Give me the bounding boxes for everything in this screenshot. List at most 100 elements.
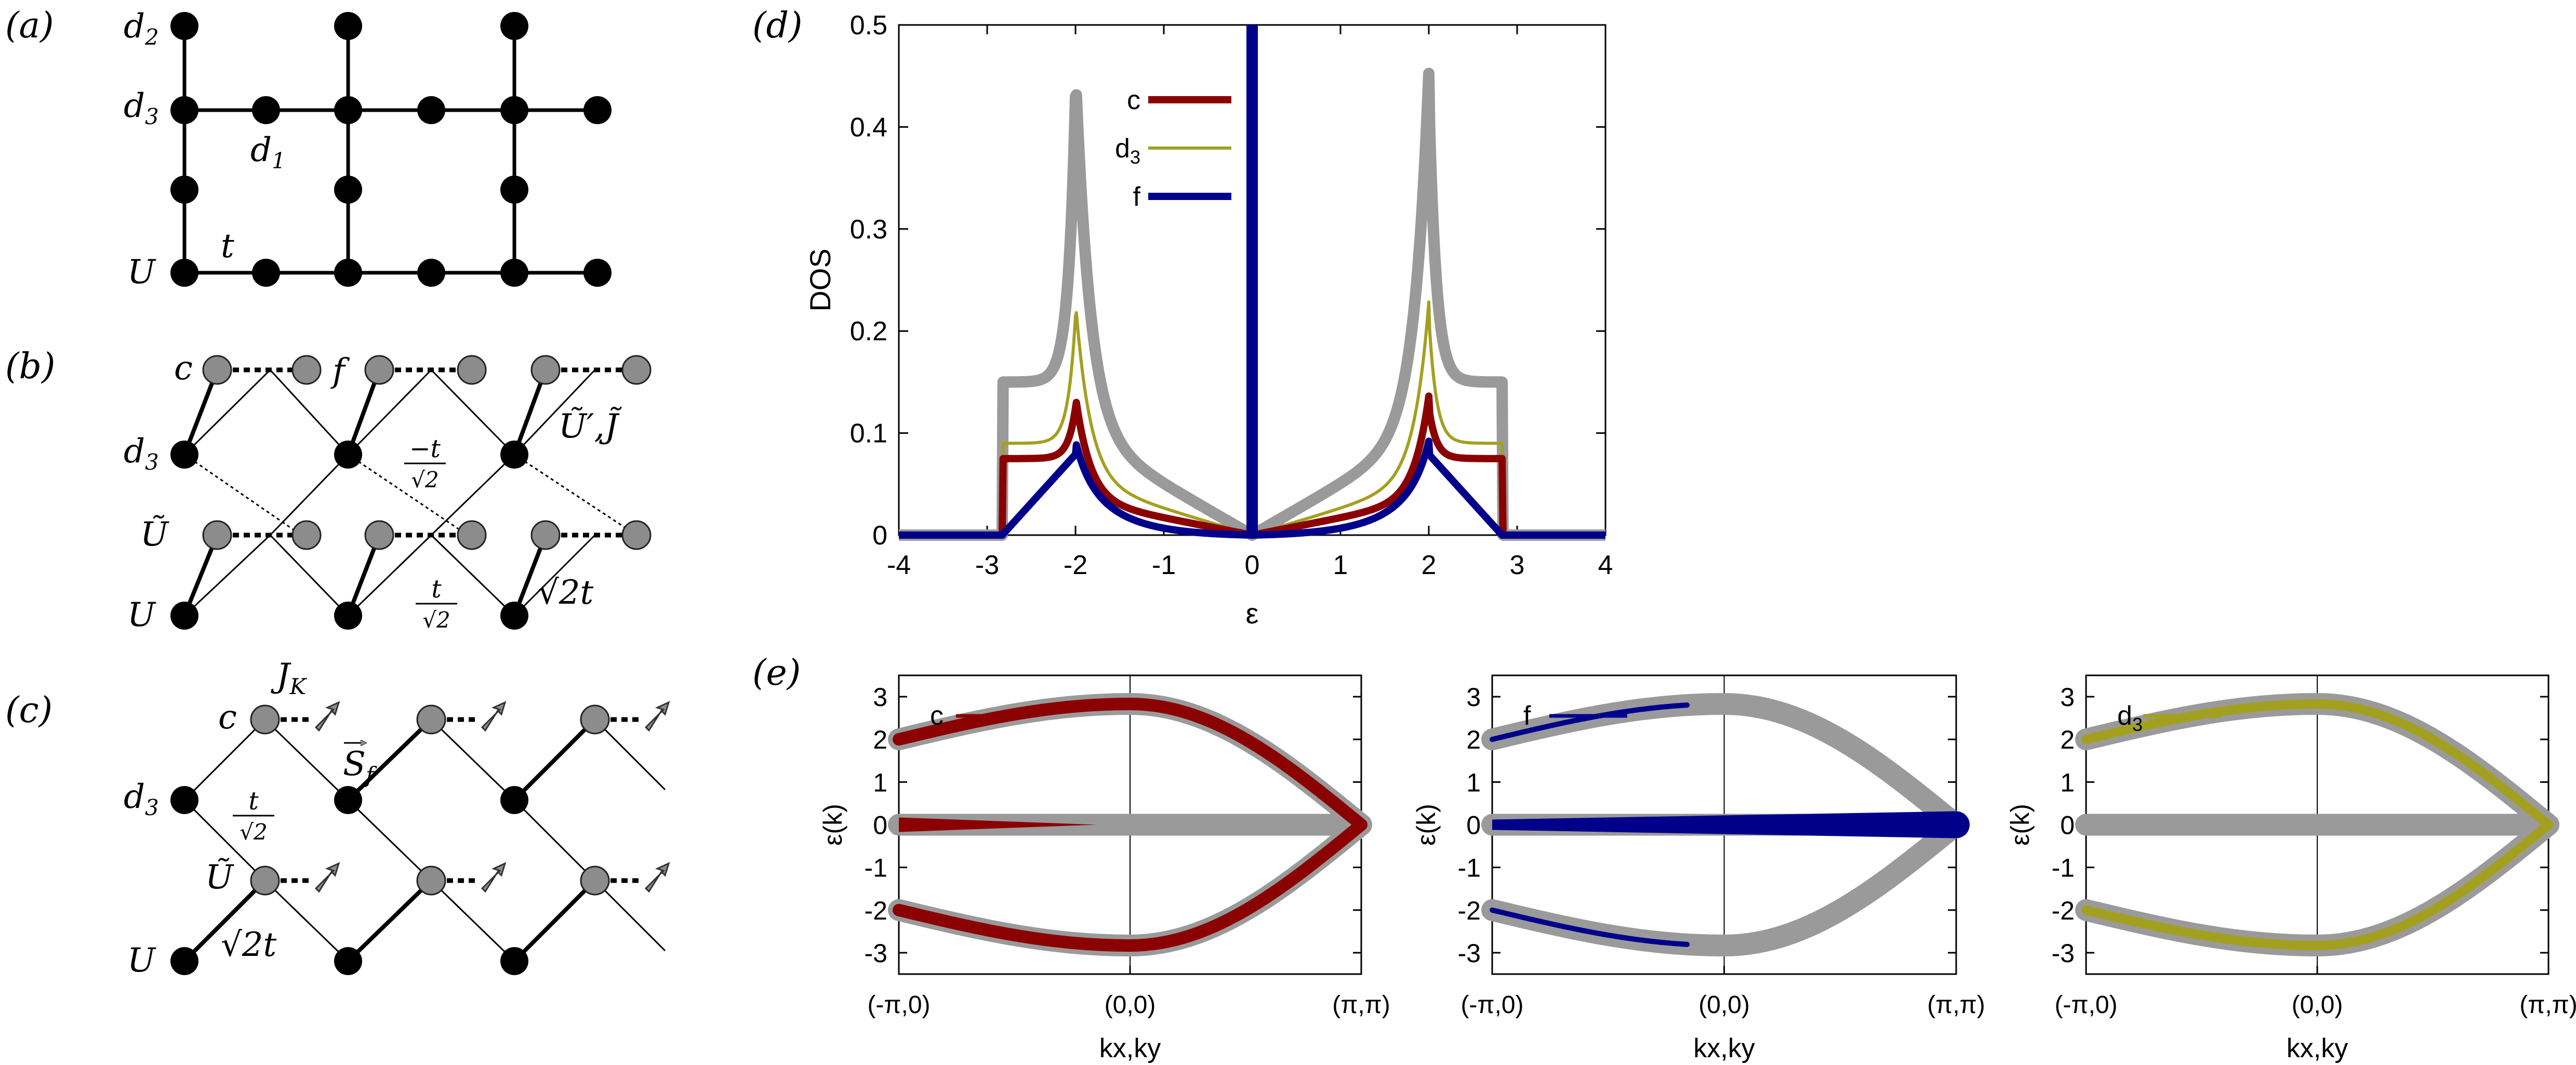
label-Utilde-c: Ũ	[205, 858, 234, 897]
band-xtick-label: (-π,0)	[867, 991, 930, 1019]
band-lower-d3	[2081, 820, 2553, 950]
panel-c: (c)	[5, 657, 670, 980]
lattice-c-gray-sites	[250, 704, 610, 896]
label-f: f	[330, 352, 350, 390]
band-upper-d3	[2081, 699, 2553, 830]
dos-ytick-label: 0	[872, 521, 887, 551]
band-plot-d3: 3 2 1 0 -1 -2 -3 (-π,0) (0,0) (π,π) kx,ky ε(k) d3	[2006, 674, 2576, 1063]
label-UJ: Ũ′,J̃	[559, 407, 622, 446]
band-ytick-label: 3	[2060, 683, 2075, 712]
svg-text:√2: √2	[240, 819, 267, 845]
svg-text:Sf: Sf	[343, 745, 377, 788]
svg-text:t: t	[248, 787, 259, 816]
lattice-a-bonds	[182, 26, 597, 275]
panel-b: (b)	[5, 346, 652, 634]
band-xtick-label: (-π,0)	[2054, 991, 2117, 1019]
band-ytick-label: -3	[865, 939, 887, 968]
label-U-b: U	[127, 596, 156, 634]
dos-ytick-label: 0.5	[850, 10, 887, 41]
label-d1: d1	[250, 131, 286, 174]
label-U-c: U	[127, 941, 156, 980]
lattice-b-black-sites	[170, 441, 528, 630]
band-lower-c	[893, 818, 1367, 952]
band-plot-f: 3 2 1 0 -1 -2 -3 (-π,0) (0,0) (π,π) kx,ky ε(k) f	[1412, 674, 1985, 1063]
dos-legend-label-f: f	[1133, 182, 1141, 212]
panel-b-tag: (b)	[5, 346, 56, 387]
band-upper-c	[893, 698, 1367, 831]
band-ytick-label: 1	[873, 768, 887, 797]
band-ytick-label: 0	[1466, 811, 1481, 840]
lattice-c-black-sites	[170, 786, 528, 975]
label-Utilde-b: Ũ	[140, 515, 169, 554]
band-ytick-label: 3	[873, 683, 887, 712]
band-xlabel: kx,ky	[1693, 1033, 1755, 1063]
label-d3: d3	[124, 87, 159, 129]
label-d2: d2	[124, 7, 159, 50]
dos-xtick-label: -3	[975, 550, 999, 580]
spin-arrows	[314, 701, 670, 893]
band-ytick-label: 2	[873, 725, 887, 754]
panel-a-tag: (a)	[5, 5, 54, 46]
band-ytick-label: -1	[1458, 854, 1481, 883]
band-flat-f-end	[1943, 811, 1970, 838]
band-xlabel: kx,ky	[2287, 1033, 2348, 1063]
panel-a: (a) d2 d3 d1 t U	[5, 5, 612, 291]
band-xtick-label: (π,π)	[2519, 991, 2576, 1019]
panel-c-tag: (c)	[5, 690, 52, 731]
dos-xtick-label: -2	[1064, 550, 1087, 580]
dos-xtick-label: -4	[887, 550, 911, 580]
band-xtick-label: (0,0)	[2292, 991, 2343, 1019]
band-flat-c-weight	[899, 817, 1096, 832]
band-ytick-label: 2	[2060, 725, 2075, 754]
label-c: c	[174, 349, 193, 388]
dos-ytick-label: 0.2	[850, 316, 887, 347]
band-ytick-label: -3	[2052, 939, 2075, 968]
svg-text:−t: −t	[409, 434, 441, 463]
panel-d-dos-chart: (d) -4 -3 -2 -1 0 1 2 3 4 0 0.1 0.2 0.3 0.4 0.5 ε DOS c d3…	[752, 5, 1613, 630]
label-t: t	[221, 227, 234, 265]
svg-text:√2: √2	[411, 467, 439, 492]
band-xtick-label: (0,0)	[1105, 991, 1156, 1019]
dos-plot: -4 -3 -2 -1 0 1 2 3 4 0 0.1 0.2 0.3 0.4 0.5 ε DOS c d3 f	[804, 10, 1613, 630]
band-plots: 3 2 1 0 -1 -2 -3 (-π,0) (0,0) (π,π) kx,ky ε(k) c 3 2 1 0…	[818, 674, 2576, 1063]
band-ytick-label: -3	[1458, 939, 1481, 968]
lattice-c-bonds	[183, 717, 666, 963]
band-xlabel: kx,ky	[1099, 1033, 1161, 1063]
dos-legend-label-d3: d3	[1115, 134, 1140, 168]
band-ytick-label: 1	[1466, 768, 1481, 797]
band-ytick-label: 0	[2060, 811, 2075, 840]
dos-xtick-label: -1	[1152, 550, 1176, 580]
dos-xtick-label: 1	[1333, 550, 1348, 580]
band-xtick-label: (π,π)	[1927, 991, 1985, 1019]
dos-xtick-label: 2	[1422, 550, 1437, 580]
band-flat-f-weight	[1492, 811, 1956, 838]
band-ylabel: ε(k)	[1412, 804, 1441, 846]
label-sqrt2t-b: √2t	[538, 574, 594, 612]
dos-xtick-label: 3	[1510, 550, 1525, 580]
band-ytick-label: -2	[865, 896, 887, 925]
band-xtick-label: (-π,0)	[1460, 991, 1523, 1019]
label-d3-c: d3	[124, 778, 159, 820]
dos-ytick-label: 0.1	[850, 419, 887, 449]
band-xtick-label: (π,π)	[1332, 991, 1390, 1019]
label-d3-b: d3	[124, 432, 159, 475]
dos-ytick-label: 0.3	[850, 215, 887, 245]
band-ytick-label: 2	[1466, 725, 1481, 754]
band-ytick-label: -1	[865, 854, 887, 883]
panel-d-tag: (d)	[752, 5, 803, 46]
band-ytick-label: 3	[1466, 683, 1481, 712]
band-ytick-label: 0	[873, 811, 887, 840]
svg-text:t: t	[431, 575, 442, 604]
dos-xtick-label: 0	[1245, 550, 1260, 580]
band-ytick-label: 1	[2060, 768, 2075, 797]
dos-ylabel: DOS	[804, 248, 836, 311]
label-c-c: c	[218, 698, 237, 737]
band-xtick-label: (0,0)	[1698, 991, 1750, 1019]
band-lower-f	[1490, 907, 1690, 947]
panel-e-tag: (e)	[752, 653, 801, 694]
band-legend-label: f	[1523, 701, 1531, 731]
lattice-b-gray-sites	[202, 355, 652, 550]
band-ytick-label: -1	[2052, 854, 2075, 883]
label-U: U	[127, 253, 156, 291]
